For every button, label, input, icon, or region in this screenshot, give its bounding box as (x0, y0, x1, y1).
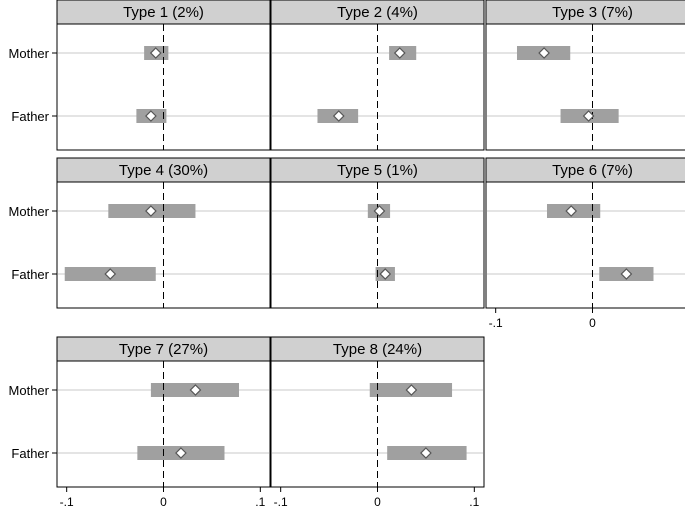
plot-area (270, 181, 485, 309)
panel-header (270, 0, 485, 25)
plot-area (56, 360, 271, 488)
panel-header (56, 336, 271, 362)
point-estimate-mother (538, 47, 550, 59)
x-tick-label: .1 (255, 495, 265, 506)
panel-6: Type 6 (7%)-.10.1 (485, 157, 685, 330)
panel-title: Type 8 (24%) (333, 341, 422, 358)
panel-2: Type 2 (4%) (270, 0, 485, 151)
panel-title: Type 4 (30%) (119, 162, 208, 179)
panel-1: Type 1 (2%) Mother Father (9, 0, 271, 151)
row-label-father: Father (11, 446, 49, 461)
point-estimate-father (145, 110, 157, 122)
panel-title: Type 6 (7%) (552, 162, 633, 179)
x-tick-label: 0 (160, 495, 167, 506)
point-estimate-mother (373, 205, 386, 217)
x-tick-label: 0 (374, 495, 381, 506)
plot-area (485, 23, 685, 151)
point-estimate-father (620, 268, 633, 280)
panel-5: Type 5 (1%) (270, 157, 485, 309)
point-estimate-father (104, 268, 117, 280)
plot-area (56, 23, 271, 151)
point-estimate-father (582, 110, 595, 122)
panel-4: Type 4 (30%) Mother Father (9, 157, 271, 309)
x-tick-label: -.1 (489, 316, 503, 330)
row-label-mother: Mother (9, 383, 50, 398)
panel-title: Type 7 (27%) (119, 341, 208, 358)
row-label-father: Father (11, 267, 49, 282)
x-tick-label: .1 (469, 495, 479, 506)
panel-header (485, 157, 685, 183)
point-estimate-mother (149, 47, 162, 59)
panel-title: Type 3 (7%) (552, 4, 633, 21)
panel-7: Type 7 (27%) Mother Father -.1 0 .1 (9, 336, 271, 506)
row-label-father: Father (11, 109, 49, 124)
plot-area (485, 181, 685, 309)
point-estimate-father (420, 447, 432, 459)
panel-header (56, 0, 271, 25)
point-estimate-father (379, 268, 392, 280)
point-estimate-mother (393, 47, 406, 59)
point-estimate-father (175, 447, 187, 459)
row-label-mother: Mother (9, 204, 50, 219)
point-estimate-mother (145, 205, 157, 217)
point-estimate-mother (405, 384, 418, 396)
plot-area (270, 23, 485, 151)
panel-title: Type 1 (2%) (123, 4, 204, 21)
panel-8: Type 8 (24%) -.1 0 .1 (270, 336, 485, 506)
point-estimate-mother (189, 384, 202, 396)
plot-area (56, 181, 271, 309)
x-tick-label: -.1 (274, 495, 288, 506)
panel-3: Type 3 (7%) (485, 0, 685, 151)
panel-title: Type 2 (4%) (337, 4, 418, 21)
x-tick-label: 0 (589, 316, 596, 330)
row-label-mother: Mother (9, 46, 50, 61)
panel-header (270, 336, 485, 362)
panel-title: Type 5 (1%) (337, 162, 418, 179)
point-estimate-father (332, 110, 345, 122)
x-tick-label: -.1 (60, 495, 74, 506)
point-estimate-mother (565, 205, 578, 217)
panel-header (56, 157, 271, 183)
plot-area (270, 360, 485, 488)
